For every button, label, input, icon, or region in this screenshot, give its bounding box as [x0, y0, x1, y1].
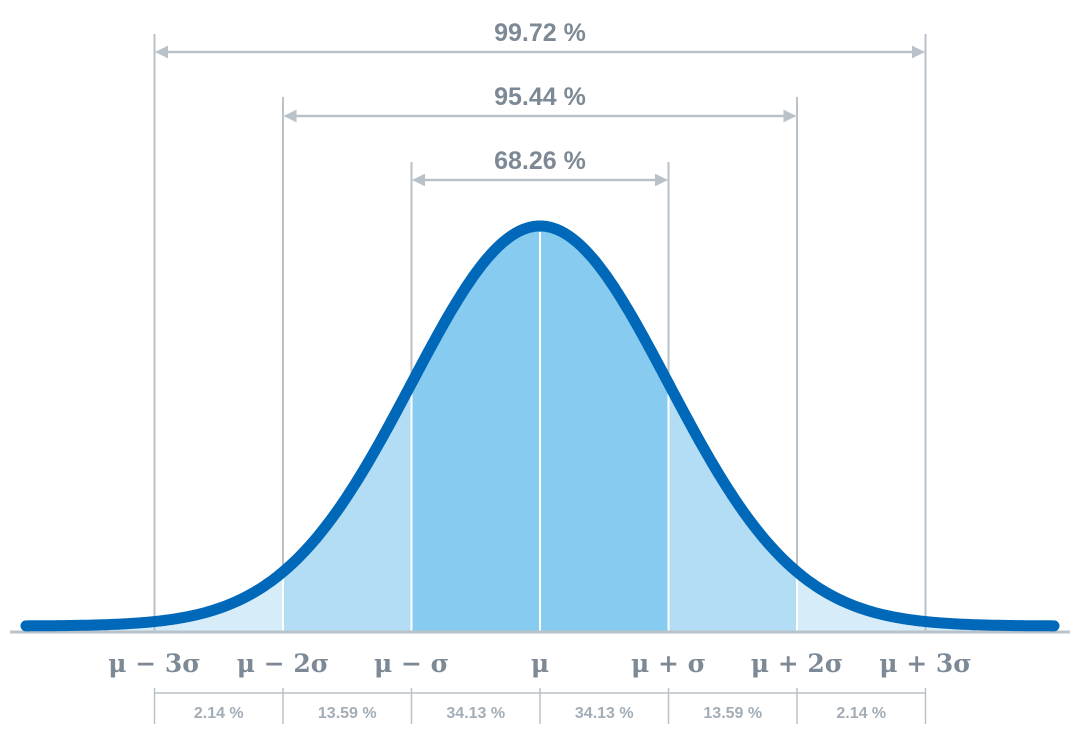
axis-label-mu: μ: [531, 649, 549, 678]
range-arrows: 99.72 % 95.44 % 68.26 %: [155, 19, 925, 187]
segment-label-right-2sigma: 13.59 %: [703, 705, 762, 722]
sigma-guide-lines: [153, 34, 927, 632]
range-label-2sigma: 95.44 %: [494, 83, 586, 111]
range-label-3sigma: 99.72 %: [494, 19, 586, 47]
axis-label-minus-3sigma: μ − 3σ: [108, 649, 200, 678]
segment-label-left-2sigma: 13.59 %: [318, 705, 377, 722]
axis-label-minus-sigma: μ − σ: [374, 649, 449, 678]
segment-labels: 2.14 % 13.59 % 34.13 % 34.13 % 13.59 % 2…: [194, 705, 886, 722]
segment-label-left-1sigma: 34.13 %: [446, 705, 505, 722]
axis-label-minus-2sigma: μ − 2σ: [237, 649, 329, 678]
axis-label-plus-sigma: μ + σ: [631, 649, 706, 678]
segment-bracket: [153, 688, 927, 724]
range-3sigma: 99.72 %: [155, 19, 925, 59]
range-2sigma: 95.44 %: [283, 83, 797, 123]
segment-label-right-tail: 2.14 %: [836, 705, 886, 722]
axis-label-plus-2sigma: μ + 2σ: [751, 649, 843, 678]
axis-label-plus-3sigma: μ + 3σ: [879, 649, 971, 678]
fill-right-tail: [797, 571, 1054, 632]
segment-label-left-tail: 2.14 %: [194, 705, 244, 722]
fill-left-tail: [26, 571, 283, 632]
segment-label-right-1sigma: 34.13 %: [575, 705, 634, 722]
axis-labels: μ − 3σ μ − 2σ μ − σ μ μ + σ μ + 2σ μ + 3…: [108, 649, 971, 678]
range-label-1sigma: 68.26 %: [494, 147, 586, 175]
bell-curve: [20, 220, 1060, 632]
range-1sigma: 68.26 %: [412, 147, 668, 187]
